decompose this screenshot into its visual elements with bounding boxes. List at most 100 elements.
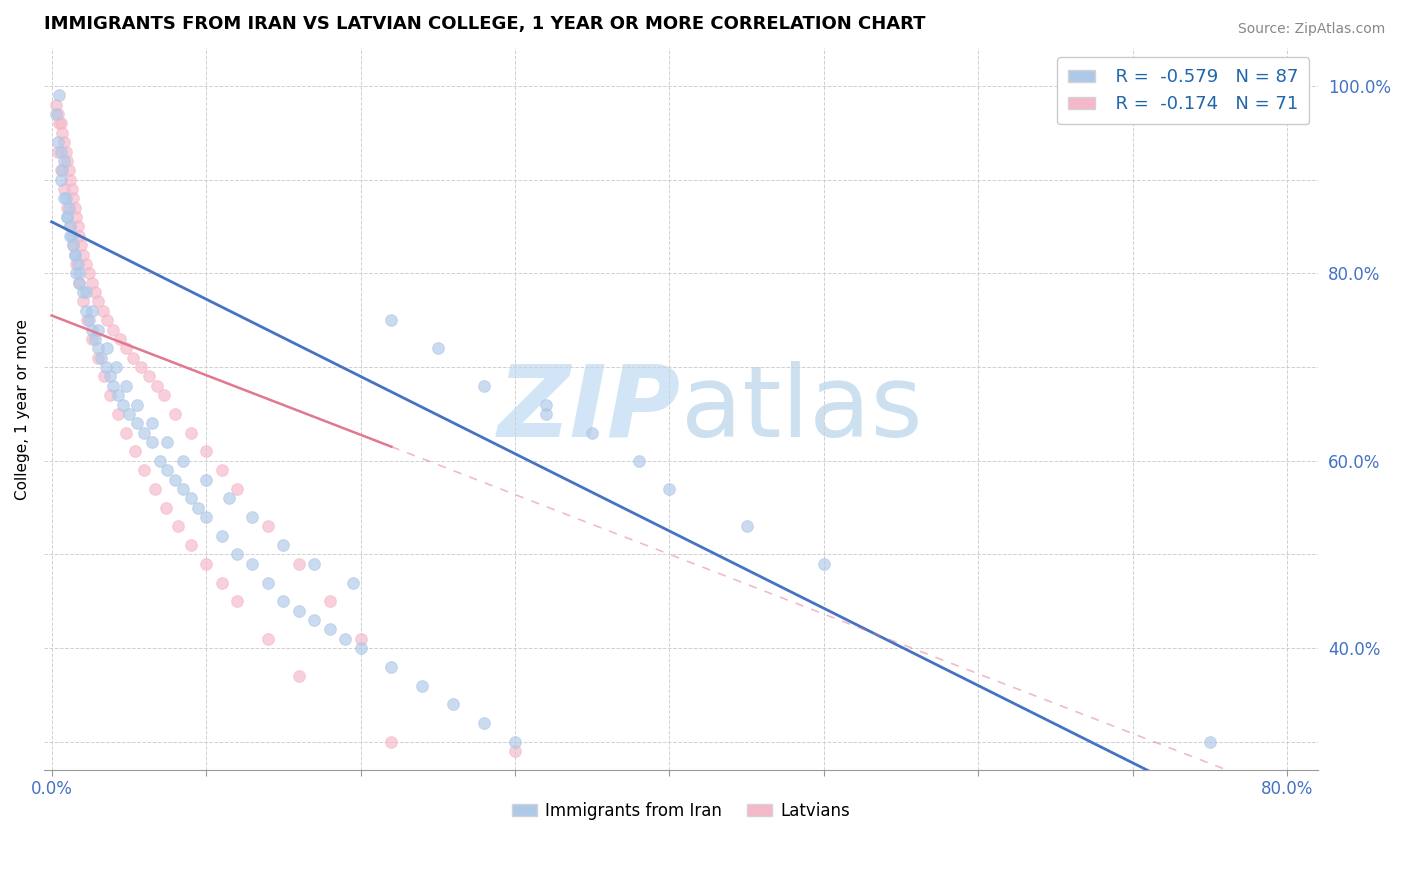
Point	[62, 238, 84, 252]
Point	[87, 294, 110, 309]
Point	[72, 285, 94, 299]
Point	[226, 594, 249, 608]
Point	[534, 407, 557, 421]
Point	[67, 276, 90, 290]
Point	[658, 482, 681, 496]
Point	[302, 613, 325, 627]
Point	[167, 519, 190, 533]
Point	[242, 510, 264, 524]
Point	[72, 247, 94, 261]
Point	[180, 425, 202, 440]
Point	[59, 172, 82, 186]
Point	[60, 228, 83, 243]
Point	[72, 294, 94, 309]
Point	[226, 482, 249, 496]
Point	[96, 341, 118, 355]
Point	[257, 632, 280, 646]
Point	[134, 463, 156, 477]
Point	[67, 228, 90, 243]
Point	[87, 341, 110, 355]
Point	[156, 435, 179, 450]
Point	[52, 153, 75, 168]
Point	[66, 257, 89, 271]
Point	[80, 276, 103, 290]
Point	[56, 210, 79, 224]
Point	[75, 285, 97, 299]
Point	[46, 107, 69, 121]
Point	[195, 444, 218, 458]
Point	[195, 557, 218, 571]
Point	[80, 303, 103, 318]
Point	[52, 135, 75, 149]
Point	[195, 473, 218, 487]
Point	[211, 463, 233, 477]
Point	[141, 417, 163, 431]
Point	[49, 163, 72, 178]
Point	[342, 575, 364, 590]
Point	[60, 182, 83, 196]
Point	[90, 351, 112, 365]
Point	[56, 210, 79, 224]
Point	[63, 201, 86, 215]
Text: IMMIGRANTS FROM IRAN VS LATVIAN COLLEGE, 1 YEAR OR MORE CORRELATION CHART: IMMIGRANTS FROM IRAN VS LATVIAN COLLEGE,…	[44, 15, 925, 33]
Point	[165, 407, 187, 421]
Point	[58, 163, 80, 178]
Point	[46, 135, 69, 149]
Point	[111, 398, 134, 412]
Point	[122, 351, 145, 365]
Point	[195, 510, 218, 524]
Point	[735, 519, 758, 533]
Point	[211, 575, 233, 590]
Point	[333, 632, 356, 646]
Point	[503, 735, 526, 749]
Point	[172, 482, 194, 496]
Point	[55, 191, 77, 205]
Text: Source: ZipAtlas.com: Source: ZipAtlas.com	[1237, 22, 1385, 37]
Point	[287, 604, 309, 618]
Point	[125, 417, 148, 431]
Point	[273, 538, 295, 552]
Point	[226, 548, 249, 562]
Point	[76, 313, 98, 327]
Point	[349, 641, 371, 656]
Point	[145, 379, 167, 393]
Point	[77, 313, 100, 327]
Legend: Immigrants from Iran, Latvians: Immigrants from Iran, Latvians	[505, 796, 856, 827]
Point	[218, 491, 240, 506]
Point	[98, 369, 121, 384]
Point	[141, 435, 163, 450]
Point	[534, 398, 557, 412]
Point	[165, 473, 187, 487]
Point	[287, 557, 309, 571]
Point	[813, 557, 835, 571]
Point	[62, 191, 84, 205]
Y-axis label: College, 1 year or more: College, 1 year or more	[15, 318, 30, 500]
Point	[124, 444, 146, 458]
Point	[114, 425, 136, 440]
Point	[318, 594, 340, 608]
Point	[180, 491, 202, 506]
Point	[51, 163, 73, 178]
Point	[138, 369, 160, 384]
Point	[503, 744, 526, 758]
Point	[187, 500, 209, 515]
Point	[58, 201, 80, 215]
Point	[426, 341, 449, 355]
Point	[49, 145, 72, 159]
Point	[211, 529, 233, 543]
Point	[96, 313, 118, 327]
Point	[581, 425, 603, 440]
Point	[55, 145, 77, 159]
Point	[87, 351, 110, 365]
Point	[70, 238, 93, 252]
Point	[49, 116, 72, 130]
Point	[627, 454, 650, 468]
Point	[48, 116, 70, 130]
Text: atlas: atlas	[681, 360, 922, 458]
Point	[56, 201, 79, 215]
Point	[80, 332, 103, 346]
Point	[1199, 735, 1222, 749]
Point	[156, 463, 179, 477]
Point	[380, 735, 402, 749]
Point	[91, 303, 114, 318]
